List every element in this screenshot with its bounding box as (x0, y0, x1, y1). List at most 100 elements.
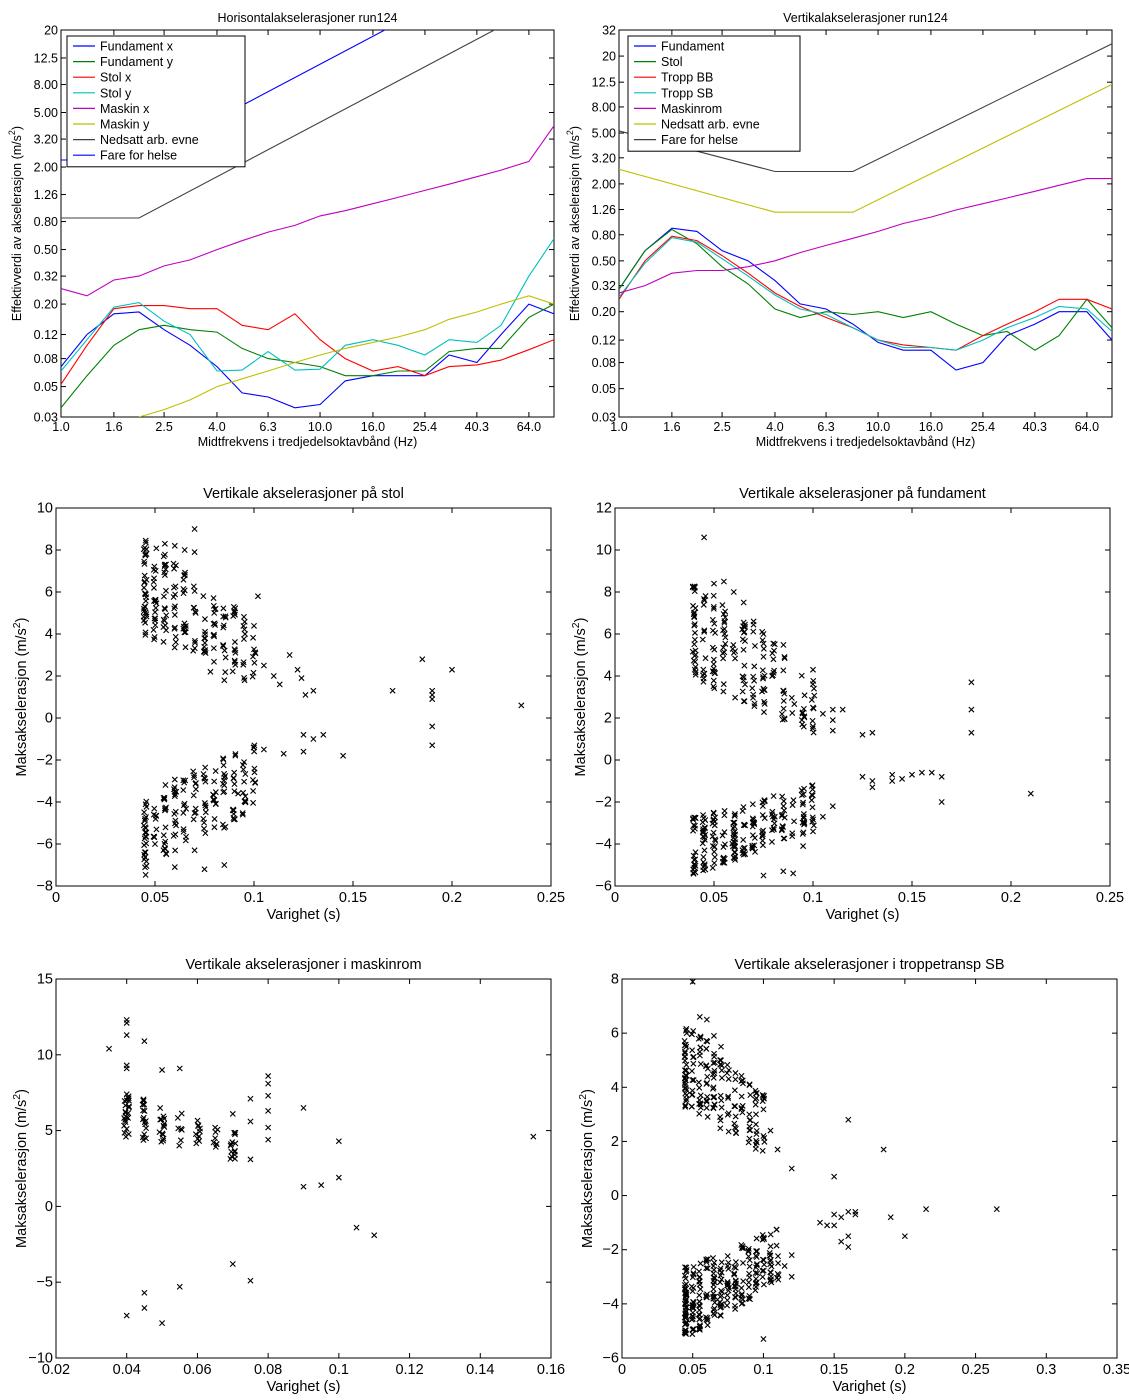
scatter-point (710, 1084, 717, 1091)
scatter-point (211, 778, 218, 785)
y-tick-label: 0 (611, 1188, 619, 1204)
scatter-point (789, 710, 796, 716)
scatter-point (790, 870, 797, 877)
scatter-point (724, 1280, 731, 1287)
x-tick-label: 0 (611, 890, 619, 906)
scatter-point (722, 614, 729, 621)
scatter-point (718, 1074, 725, 1081)
scatter-point (681, 1054, 688, 1061)
scatter-point (770, 793, 777, 800)
scatter-point (767, 1258, 774, 1265)
scatter-point (176, 1283, 183, 1290)
scatter-point (759, 1256, 766, 1263)
scatter-point (725, 1265, 732, 1272)
scatter-point (254, 593, 261, 600)
scatter-point (759, 812, 766, 819)
x-tick-label: 0.35 (1103, 1362, 1129, 1378)
scatter-point (760, 1106, 767, 1113)
scatter-point (808, 797, 815, 804)
scatter-point (191, 847, 198, 854)
scatter-point (690, 602, 697, 609)
scatter-point (720, 854, 727, 861)
scatter-point (742, 681, 749, 688)
scatter-point (752, 1252, 759, 1259)
scatter-point (152, 567, 159, 574)
scatter-point (696, 1273, 703, 1280)
scatter-point (180, 809, 187, 816)
scatter-point (221, 782, 228, 789)
scatter-point (722, 634, 729, 641)
y-tick-label: 12 (596, 501, 612, 517)
scatter-point (696, 1292, 703, 1299)
scatter-point (220, 762, 227, 769)
scatter-point (240, 766, 247, 773)
scatter-point (753, 1111, 759, 1118)
scatter-point (759, 799, 766, 806)
scatter-point (717, 1114, 724, 1121)
scatter-point (265, 1124, 272, 1131)
scatter-point (753, 1275, 759, 1282)
scatter-point (449, 666, 455, 673)
scatter-point (720, 655, 727, 662)
scatter-point (163, 612, 170, 619)
scatter-point (788, 1273, 795, 1280)
scatter-point (773, 1226, 780, 1233)
scatter-point (710, 1290, 717, 1297)
scatter-point (741, 698, 748, 705)
scatter-point (780, 697, 787, 704)
scatter-point (711, 1059, 718, 1066)
scatter-point (170, 584, 177, 591)
scatter-point (750, 691, 757, 698)
scatter-point (725, 1259, 732, 1266)
scatter-point (192, 786, 199, 793)
scatter-point (703, 1292, 710, 1299)
scatter-point (761, 698, 768, 705)
scatter-point (852, 1211, 859, 1218)
scatter-point (718, 1104, 725, 1111)
scatter-point (689, 1087, 696, 1094)
scatter-point (298, 675, 305, 682)
scatter-point (181, 620, 188, 627)
y-tick-label: 10 (596, 543, 612, 559)
scatter-point (153, 826, 160, 833)
y-tick-label: 0.50 (34, 243, 58, 257)
scatter-point (800, 843, 807, 850)
x-tick-label: 0.1 (753, 1362, 773, 1378)
scatter-point (710, 1032, 717, 1039)
x-tick-label: 0.25 (1096, 890, 1124, 906)
scatter-point (697, 1286, 704, 1293)
x-tick-label: 0.05 (141, 890, 169, 906)
scatter-point (141, 1131, 148, 1138)
x-axis-label: Varighet (s) (826, 907, 900, 923)
scatter-point (759, 1092, 766, 1099)
scatter-point (749, 685, 756, 692)
legend-label: Maskinrom (661, 102, 722, 116)
scatter-point (752, 1280, 759, 1287)
scatter-point (740, 836, 747, 843)
scatter-point (732, 810, 738, 817)
scatter-point (194, 1117, 201, 1124)
scatter-point (122, 1102, 129, 1109)
scatter-point (213, 1140, 220, 1147)
scatter-point (721, 829, 728, 836)
scatter-point (171, 624, 178, 631)
scatter-point (819, 710, 826, 717)
scatter-point (717, 1057, 724, 1064)
x-tick-label: 16.0 (919, 420, 943, 434)
scatter-point (746, 1263, 753, 1270)
scatter-point (711, 1259, 718, 1266)
scatter-point (709, 833, 716, 840)
scatter-point (250, 669, 257, 676)
x-tick-label: 10.0 (308, 420, 332, 434)
scatter-point (265, 1080, 272, 1087)
scatter-point (171, 810, 178, 817)
scatter-point (247, 1277, 254, 1284)
scatter-point (721, 841, 728, 848)
scatter-point (799, 830, 806, 837)
scatter-point (852, 1208, 859, 1215)
y-tick-label: −10 (28, 1351, 53, 1367)
scatter-point (300, 731, 307, 738)
scatter-point (220, 755, 227, 762)
scatter-point (810, 816, 817, 823)
scatter-point (220, 643, 227, 650)
